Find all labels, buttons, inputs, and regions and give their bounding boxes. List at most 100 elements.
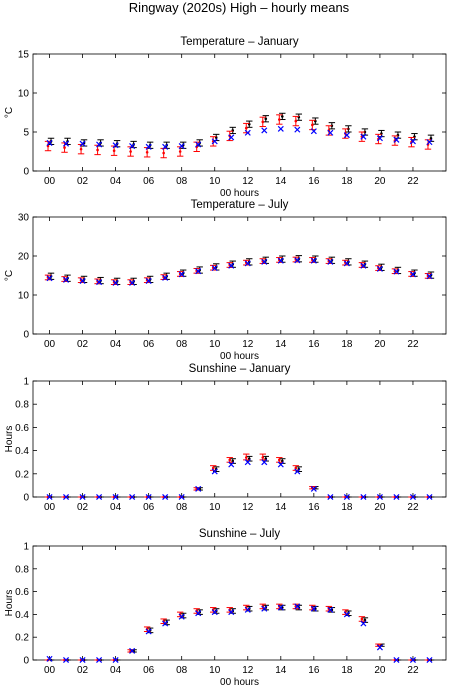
- x-tick-label: 00: [44, 665, 56, 676]
- errorbar-black: [295, 113, 303, 121]
- point-blue-cross: [46, 139, 53, 146]
- point-blue-cross: [178, 493, 185, 501]
- point-blue-cross: [162, 493, 169, 501]
- cross-stroke: [63, 276, 70, 283]
- x-tick-label: 20: [374, 339, 386, 350]
- x-tick-label: 18: [341, 665, 353, 676]
- y-tick-label: 1: [23, 377, 29, 388]
- errorbar-point: [145, 150, 149, 154]
- cross-stroke: [129, 143, 136, 150]
- cross-stroke: [277, 257, 284, 264]
- y-tick-label: 0.6: [15, 587, 29, 598]
- point-blue-cross: [162, 143, 169, 150]
- cross-stroke: [426, 493, 433, 501]
- cross-stroke: [343, 493, 350, 501]
- point-blue-cross: [376, 265, 383, 272]
- y-tick-label: 0: [23, 656, 29, 667]
- cross-stroke: [244, 129, 251, 136]
- point-blue-cross: [261, 605, 268, 612]
- x-tick-label: 08: [176, 176, 188, 187]
- cross-stroke: [426, 273, 433, 280]
- cross-stroke: [211, 609, 218, 616]
- point-blue-cross: [360, 262, 367, 269]
- point-blue-cross: [46, 275, 53, 282]
- point-blue-cross: [360, 133, 367, 140]
- errorbar-point: [228, 458, 232, 462]
- point-blue-cross: [79, 656, 86, 664]
- cross-stroke: [195, 485, 202, 492]
- point-blue-cross: [228, 461, 235, 468]
- point-blue-cross: [393, 493, 400, 501]
- point-blue-cross: [261, 127, 268, 134]
- cross-stroke: [228, 134, 235, 141]
- cross-stroke: [393, 656, 400, 664]
- errorbar-point: [162, 151, 165, 155]
- point-blue-cross: [79, 140, 86, 147]
- cross-stroke: [426, 139, 433, 146]
- errorbar-point: [264, 117, 268, 121]
- panel-title: Temperature – January: [180, 36, 299, 48]
- y-axis-label: °C: [4, 270, 15, 281]
- errorbar-red: [259, 116, 266, 128]
- point-blue-cross: [327, 129, 334, 136]
- point-blue-cross: [409, 138, 416, 145]
- cross-stroke: [79, 140, 86, 147]
- cross-stroke: [46, 655, 53, 662]
- x-tick-label: 14: [275, 665, 287, 676]
- x-tick-label: 20: [374, 502, 386, 513]
- y-tick-label: 1: [23, 542, 29, 553]
- point-blue-cross: [426, 139, 433, 146]
- point-blue-cross: [63, 276, 70, 283]
- plot-frame: [32, 545, 447, 661]
- cross-stroke: [129, 279, 136, 286]
- point-blue-cross: [228, 134, 235, 141]
- x-axis-label: 00 hours: [220, 351, 259, 362]
- cross-stroke: [46, 275, 53, 282]
- x-tick-label: 02: [77, 339, 89, 350]
- cross-stroke: [343, 260, 350, 267]
- point-blue-cross: [277, 604, 284, 611]
- point-blue-cross: [327, 258, 334, 265]
- x-tick-label: 08: [176, 502, 188, 513]
- x-tick-label: 02: [77, 502, 89, 513]
- point-blue-cross: [112, 493, 119, 501]
- x-tick-label: 00: [44, 176, 56, 187]
- x-tick-label: 12: [242, 502, 254, 513]
- point-blue-cross: [294, 603, 301, 610]
- point-blue-cross: [409, 656, 416, 664]
- cross-stroke: [360, 262, 367, 269]
- point-blue-cross: [79, 493, 86, 501]
- point-blue-cross: [63, 493, 70, 501]
- x-tick-label: 00: [44, 502, 56, 513]
- cross-stroke: [228, 262, 235, 269]
- point-blue-cross: [294, 257, 301, 264]
- plot-frame: [32, 53, 447, 172]
- errorbar-black: [411, 133, 418, 141]
- y-tick-label: 10: [18, 89, 30, 100]
- x-tick-label: 22: [407, 665, 419, 676]
- errorbar-black: [246, 120, 253, 128]
- point-blue-cross: [244, 260, 251, 267]
- cross-stroke: [145, 493, 152, 501]
- x-tick-label: 04: [110, 176, 122, 187]
- point-blue-cross: [129, 143, 136, 150]
- cross-stroke: [360, 493, 367, 501]
- x-tick-label: 02: [77, 176, 89, 187]
- point-blue-cross: [310, 257, 317, 264]
- x-tick-label: 12: [242, 665, 254, 676]
- point-blue-cross: [195, 268, 202, 275]
- errorbar-red: [292, 115, 300, 127]
- cross-stroke: [393, 493, 400, 501]
- y-tick-label: 0.8: [15, 564, 29, 575]
- cross-stroke: [310, 605, 317, 612]
- panel-1: Temperature – January 0 5 10 15 00 02 04 06 08 10 1…: [4, 36, 447, 199]
- cross-stroke: [376, 493, 383, 501]
- point-blue-cross: [393, 268, 400, 275]
- errorbar-point: [278, 118, 281, 121]
- errorbar-red: [243, 453, 250, 461]
- cross-stroke: [360, 620, 367, 627]
- cross-stroke: [228, 609, 235, 616]
- point-blue-cross: [129, 647, 136, 654]
- cross-stroke: [393, 136, 400, 143]
- panel-title: Temperature – July: [191, 199, 289, 211]
